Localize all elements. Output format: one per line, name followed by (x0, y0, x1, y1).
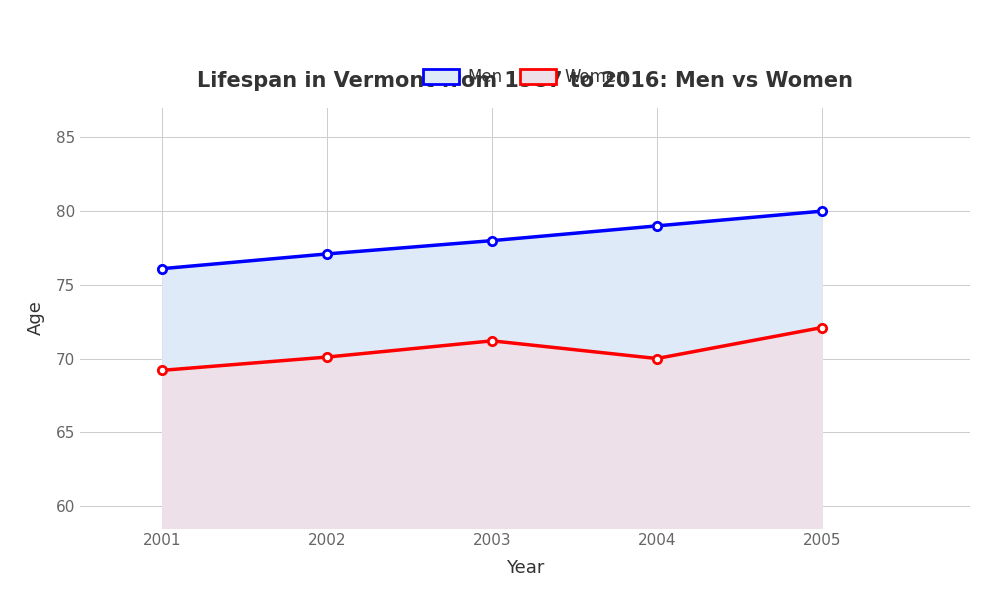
Legend: Men, Women: Men, Women (416, 62, 634, 93)
Y-axis label: Age: Age (27, 301, 45, 335)
X-axis label: Year: Year (506, 559, 544, 577)
Title: Lifespan in Vermont from 1987 to 2016: Men vs Women: Lifespan in Vermont from 1987 to 2016: M… (197, 71, 853, 91)
